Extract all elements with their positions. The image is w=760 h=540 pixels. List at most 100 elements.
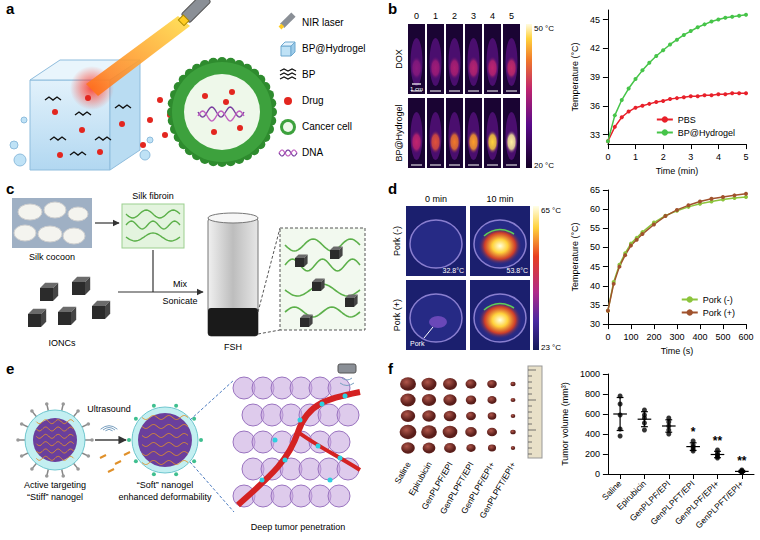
svg-text:5: 5 <box>509 11 514 21</box>
svg-text:PBS: PBS <box>678 115 696 125</box>
svg-text:200: 200 <box>585 449 600 459</box>
svg-text:*: * <box>691 425 696 439</box>
svg-text:32.8°C: 32.8°C <box>443 267 464 274</box>
svg-text:GenPLPFT/EPI+: GenPLPFT/EPI+ <box>477 460 517 520</box>
svg-text:4: 4 <box>490 11 495 21</box>
svg-text:Silk cocoon: Silk cocoon <box>29 252 75 262</box>
svg-text:b: b <box>388 0 397 17</box>
svg-text:200: 200 <box>646 332 661 342</box>
svg-text:40: 40 <box>590 281 600 291</box>
svg-text:Cancer cell: Cancer cell <box>302 121 352 132</box>
svg-text:Pork (-): Pork (-) <box>703 295 733 305</box>
svg-text:2: 2 <box>661 152 666 162</box>
svg-text:100: 100 <box>623 332 638 342</box>
svg-text:65 °C: 65 °C <box>541 206 561 215</box>
svg-text:Pork: Pork <box>410 340 425 347</box>
svg-text:Temperature (°C): Temperature (°C) <box>570 222 580 291</box>
svg-text:Time (s): Time (s) <box>661 346 694 356</box>
svg-text:0: 0 <box>605 332 610 342</box>
svg-text:0: 0 <box>605 152 610 162</box>
svg-text:BP@Hydrogel: BP@Hydrogel <box>678 128 735 138</box>
svg-text:Temperature (°C): Temperature (°C) <box>570 42 580 111</box>
svg-text:Epirubicin: Epirubicin <box>406 460 434 498</box>
svg-text:20 °C: 20 °C <box>534 161 554 170</box>
svg-text:**: ** <box>713 434 723 448</box>
svg-text:GenPLPF/EPI: GenPLPF/EPI <box>627 478 673 524</box>
svg-text:2: 2 <box>452 11 457 21</box>
svg-text:GenPLPF/EPI+: GenPLPF/EPI+ <box>672 478 721 527</box>
svg-text:30: 30 <box>590 319 600 329</box>
svg-text:53.8°C: 53.8°C <box>507 267 528 274</box>
svg-text:50 °C: 50 °C <box>534 24 554 33</box>
svg-text:Active targeting: Active targeting <box>24 480 86 490</box>
svg-text:GenPLPFT/EPI: GenPLPFT/EPI <box>437 460 476 516</box>
svg-text:42: 42 <box>590 43 600 53</box>
svg-text:Drug: Drug <box>302 95 324 106</box>
svg-text:50: 50 <box>590 242 600 252</box>
svg-text:500: 500 <box>715 332 730 342</box>
svg-text:5: 5 <box>743 152 748 162</box>
svg-text:400: 400 <box>692 332 707 342</box>
svg-text:36: 36 <box>590 101 600 111</box>
svg-text:d: d <box>388 180 397 197</box>
svg-text:Time (min): Time (min) <box>656 166 699 176</box>
svg-text:0 min: 0 min <box>425 194 447 204</box>
svg-text:55: 55 <box>590 223 600 233</box>
svg-text:1 cm: 1 cm <box>410 86 423 92</box>
svg-text:Saline: Saline <box>599 478 624 503</box>
svg-text:GenPLPFT/EPI+: GenPLPFT/EPI+ <box>693 478 745 530</box>
svg-text:Saline: Saline <box>392 460 413 486</box>
svg-text:GenPLPF/EPI+: GenPLPF/EPI+ <box>458 460 497 516</box>
svg-text:Deep tumor penetration: Deep tumor penetration <box>251 522 346 532</box>
svg-text:4: 4 <box>716 152 721 162</box>
svg-text:45: 45 <box>590 15 600 25</box>
svg-text:DOX: DOX <box>394 49 404 69</box>
svg-text:45: 45 <box>590 262 600 272</box>
svg-text:Pork (-): Pork (-) <box>392 226 402 256</box>
svg-text:BP@Hydrogel: BP@Hydrogel <box>394 104 404 161</box>
svg-text:Sonicate: Sonicate <box>162 296 197 306</box>
svg-text:c: c <box>6 180 14 197</box>
svg-text:e: e <box>6 360 14 377</box>
svg-text:f: f <box>388 360 394 377</box>
svg-text:3: 3 <box>688 152 693 162</box>
svg-text:35: 35 <box>590 300 600 310</box>
svg-text:600: 600 <box>738 332 753 342</box>
svg-text:800: 800 <box>585 389 600 399</box>
svg-text:Silk fibroin: Silk fibroin <box>132 191 174 201</box>
svg-text:10 min: 10 min <box>486 194 513 204</box>
svg-text:0: 0 <box>414 11 419 21</box>
svg-text:Ultrasound: Ultrasound <box>87 404 131 414</box>
svg-text:1: 1 <box>633 152 638 162</box>
svg-text:**: ** <box>737 454 747 468</box>
svg-text:enhanced deformability: enhanced deformability <box>118 492 212 502</box>
svg-text:1: 1 <box>433 11 438 21</box>
svg-text:DNA: DNA <box>302 147 323 158</box>
svg-text:600: 600 <box>585 409 600 419</box>
svg-text:IONCs: IONCs <box>49 338 77 348</box>
svg-text:3: 3 <box>471 11 476 21</box>
svg-text:a: a <box>6 0 15 17</box>
svg-text:400: 400 <box>585 429 600 439</box>
svg-text:“Soft” nanogel: “Soft” nanogel <box>137 480 194 490</box>
svg-text:Tumor volume (mm³): Tumor volume (mm³) <box>560 382 570 466</box>
svg-text:23 °C: 23 °C <box>541 343 561 352</box>
svg-text:FSH: FSH <box>224 342 242 352</box>
svg-text:65: 65 <box>590 185 600 195</box>
svg-text:NIR laser: NIR laser <box>302 17 344 28</box>
svg-text:1000: 1000 <box>580 369 600 379</box>
svg-text:33: 33 <box>590 130 600 140</box>
svg-text:Epirubicin: Epirubicin <box>614 478 648 512</box>
svg-text:300: 300 <box>669 332 684 342</box>
svg-text:Pork (+): Pork (+) <box>392 299 402 331</box>
svg-text:“Stiff” nanogel: “Stiff” nanogel <box>27 492 83 502</box>
svg-text:BP: BP <box>302 69 316 80</box>
svg-text:39: 39 <box>590 72 600 82</box>
svg-text:GenPLPF/EPI: GenPLPF/EPI <box>419 460 455 512</box>
svg-text:Mix: Mix <box>173 279 187 289</box>
svg-text:Pork (+): Pork (+) <box>703 308 735 318</box>
svg-text:GenPLPFT/EPI: GenPLPFT/EPI <box>648 478 697 527</box>
svg-text:0: 0 <box>595 469 600 479</box>
svg-text:BP@Hydrogel: BP@Hydrogel <box>302 43 366 54</box>
svg-text:60: 60 <box>590 204 600 214</box>
